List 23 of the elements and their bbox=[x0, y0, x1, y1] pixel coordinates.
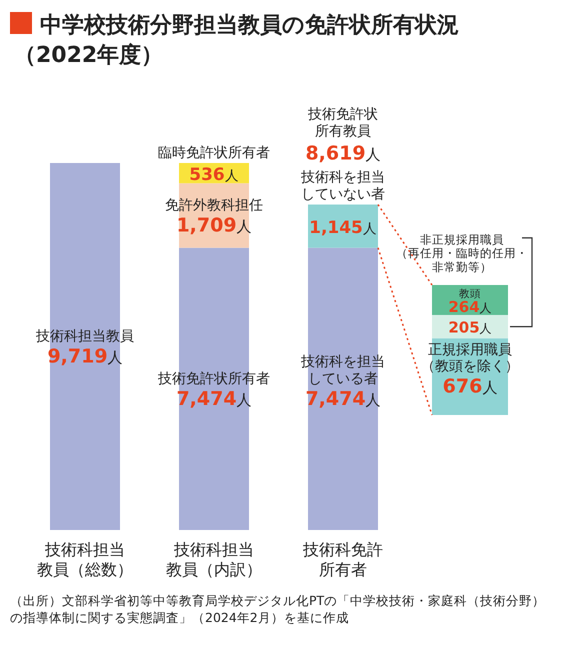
data-label: 264人 bbox=[448, 298, 492, 316]
data-label: 676人 bbox=[442, 376, 498, 398]
x-tick-label: 技術科担当教員（総数） bbox=[37, 540, 133, 579]
series-label: 技術科担当教員 bbox=[35, 328, 134, 344]
series-label: 免許外教科担任 bbox=[165, 198, 263, 214]
data-label: 1,145人 bbox=[309, 218, 377, 238]
data-label: 205人 bbox=[448, 318, 492, 337]
x-tick-label: 技術科免許所有者 bbox=[302, 540, 383, 579]
series-label: 技術免許状所有者 bbox=[157, 370, 270, 387]
series-label: 教頭 bbox=[459, 288, 481, 300]
series-label: 技術科を担当している者 bbox=[300, 354, 385, 387]
chart-title: 中学校技術分野担当教員の免許状所有状況（2022年度） bbox=[14, 13, 459, 68]
data-label: 9,719人 bbox=[47, 346, 123, 368]
series-label: 技術科を担当していない者 bbox=[300, 170, 385, 203]
data-label: 1,709人 bbox=[176, 214, 252, 237]
data-label: 536人 bbox=[189, 165, 239, 186]
data-label: 7,474人 bbox=[305, 388, 381, 410]
total-label: 技術免許状所有教員8,619人 bbox=[305, 106, 381, 165]
x-tick-label: 技術科担当教員（内訳） bbox=[166, 540, 262, 579]
text: （出所）文部科学省初等中等教育局学校デジタル化PTの「中学校技術・家庭科（技術分野）の指導体制に関する実態調査」（2024年2月）を基に作成 bbox=[10, 593, 546, 625]
data-label: 7,474人 bbox=[176, 388, 252, 410]
series-label: 臨時免許状所有者 bbox=[158, 145, 270, 161]
text: 非正規採用職員（再任用・臨時的任用・非常勤等） bbox=[396, 232, 528, 274]
